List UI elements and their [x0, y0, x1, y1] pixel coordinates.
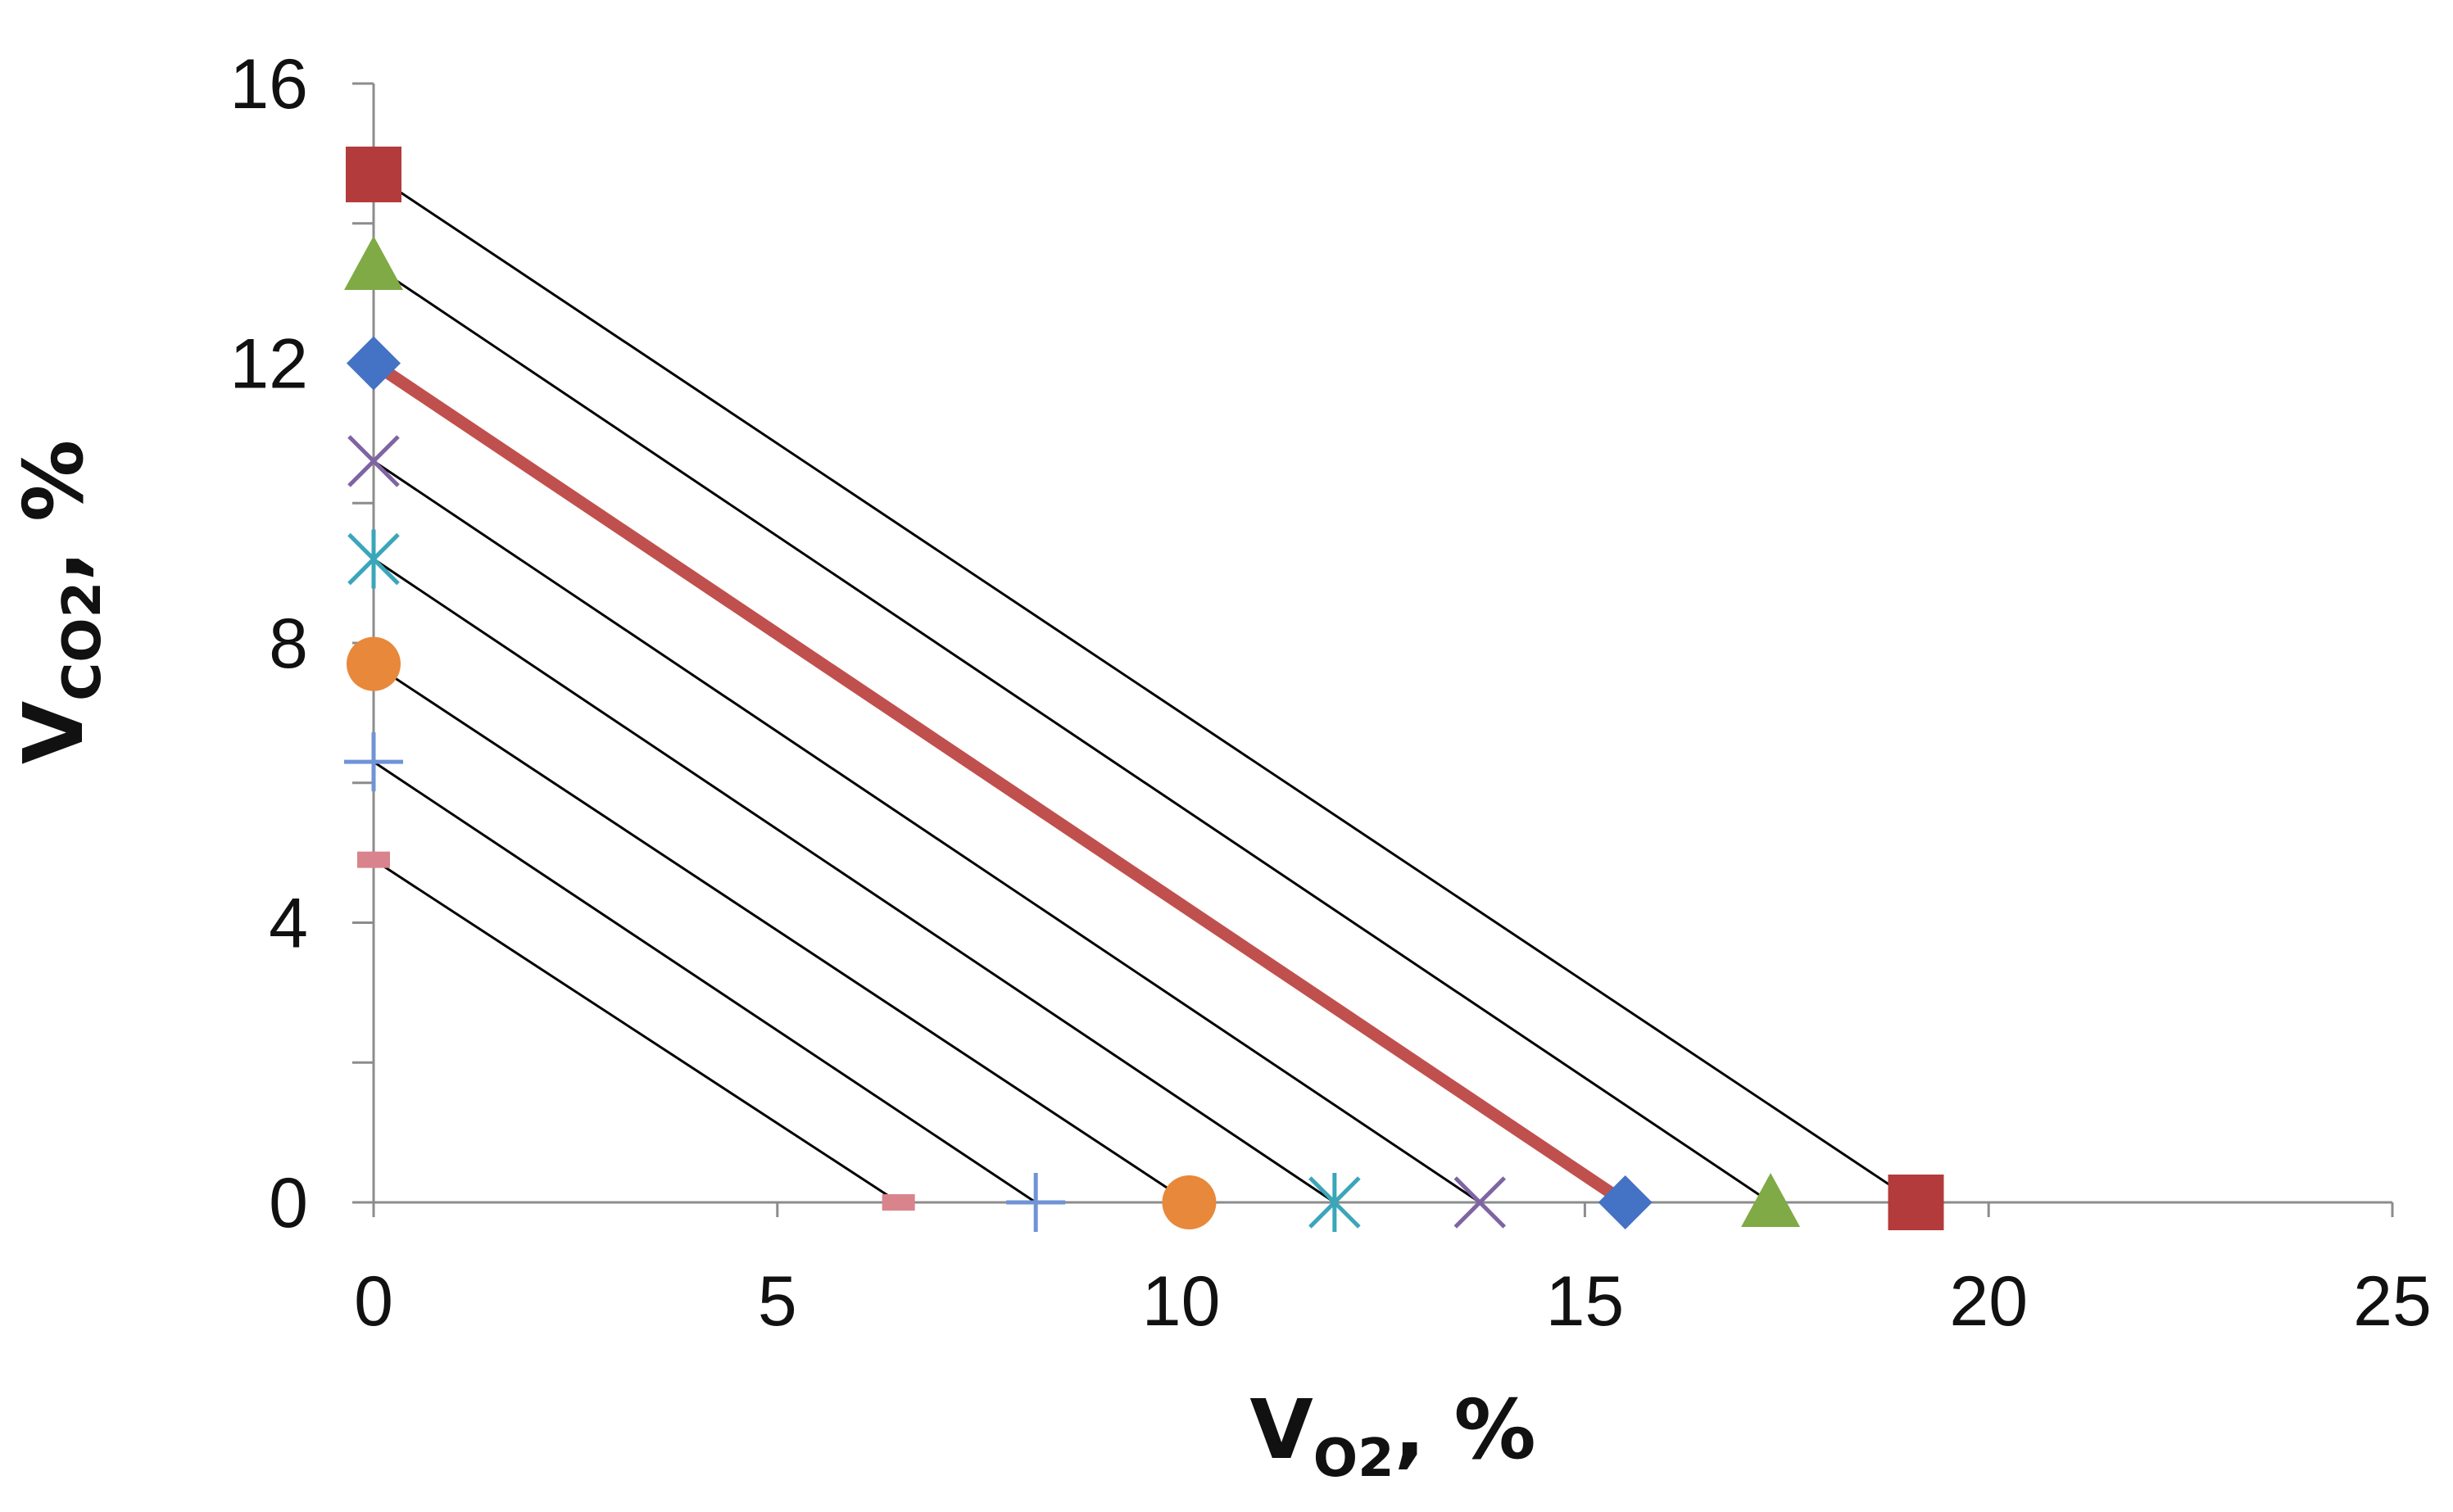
- data-point-diamond: [1598, 1175, 1653, 1229]
- data-point-x: [1453, 1176, 1507, 1229]
- data-point-asterisk: [1308, 1173, 1361, 1232]
- series-line-square: [372, 173, 1917, 1204]
- data-point-circle: [347, 636, 401, 691]
- x-axis-title-suffix: , %: [1394, 1382, 1536, 1478]
- axes: 0 4 8 12 16 0 5 10 15 20 25: [229, 45, 2432, 1341]
- y-tick-label: 12: [229, 325, 308, 404]
- series-line-circle: [372, 663, 1190, 1204]
- series-line-diamond: [367, 357, 1632, 1209]
- series-line-plus: [372, 760, 1037, 1204]
- data-point-dash: [357, 851, 390, 868]
- series-lines: [367, 173, 1917, 1209]
- y-tick-label: 16: [229, 45, 308, 124]
- y-tick-label: 4: [269, 885, 308, 963]
- data-point-diamond: [347, 336, 401, 391]
- data-point-triangle: [344, 235, 403, 290]
- y-tick-label: 0: [269, 1164, 308, 1243]
- y-axis-title-main: V: [6, 701, 102, 764]
- data-point-square: [346, 146, 401, 202]
- series-line-asterisk: [372, 558, 1336, 1204]
- data-point-x: [347, 435, 400, 487]
- y-ticks: 0 4 8 12 16: [229, 45, 374, 1243]
- x-ticks: 0 5 10 15 20 25: [354, 1202, 2432, 1341]
- x-axis-title-main: V: [1249, 1382, 1313, 1478]
- series-line-x: [372, 459, 1481, 1204]
- data-point-asterisk: [347, 529, 400, 589]
- x-axis-title-sub: O2: [1313, 1428, 1394, 1489]
- series-line-dash: [372, 858, 900, 1204]
- y-tick-label: 8: [269, 604, 308, 683]
- data-point-plus: [344, 732, 403, 792]
- data-point-plus: [1006, 1173, 1066, 1232]
- x-axis-title: VO2, %: [1249, 1382, 1535, 1489]
- x-tick-label: 0: [354, 1262, 393, 1341]
- series-markers: [344, 146, 1944, 1232]
- x-tick-label: 25: [2353, 1262, 2432, 1341]
- series-line-triangle: [372, 264, 1772, 1204]
- data-point-triangle: [1741, 1173, 1801, 1227]
- x-tick-label: 20: [1949, 1262, 2028, 1341]
- x-tick-label: 5: [758, 1262, 797, 1341]
- data-point-circle: [1162, 1175, 1217, 1229]
- data-point-dash: [882, 1194, 915, 1211]
- y-axis-title-suffix: , %: [6, 440, 102, 582]
- x-tick-label: 15: [1546, 1262, 1625, 1341]
- x-tick-label: 10: [1142, 1262, 1221, 1341]
- y-axis-title: VCO2, %: [6, 440, 113, 764]
- y-axis-title-sub: CO2: [52, 582, 113, 701]
- data-point-square: [1888, 1175, 1944, 1230]
